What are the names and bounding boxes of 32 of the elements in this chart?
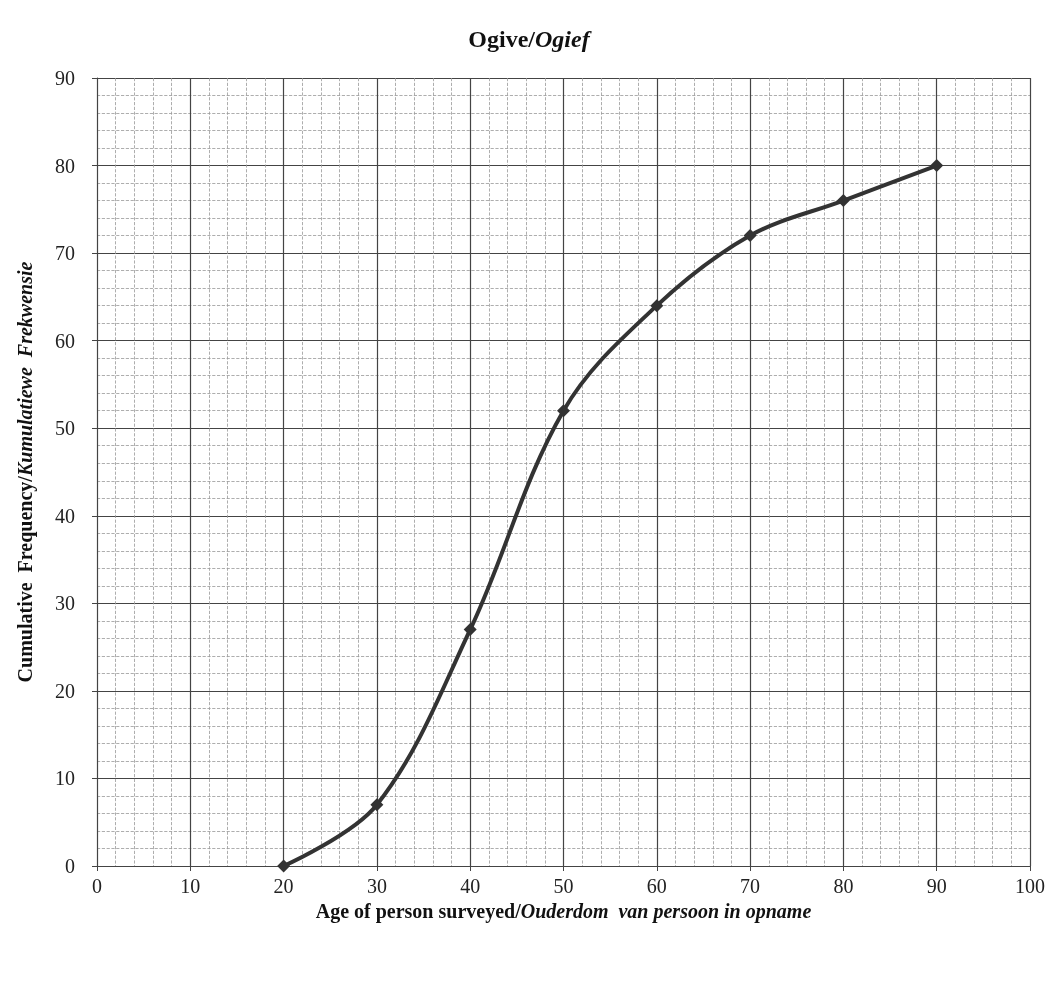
- y-tick-label: 80: [55, 154, 75, 177]
- y-tick-label: 10: [55, 767, 75, 790]
- point: [836, 194, 850, 208]
- point: [930, 159, 944, 173]
- x-tick-label: 100: [1015, 875, 1045, 897]
- x-tick-label: 30: [366, 875, 387, 897]
- y-tick-label: 30: [55, 592, 75, 615]
- y-tick-label: 20: [55, 679, 75, 702]
- x-tick-label: 10: [180, 875, 201, 897]
- point: [463, 623, 477, 637]
- point: [650, 299, 664, 313]
- x-tick-label: 80: [833, 875, 854, 897]
- chart-title: Ogive/Ogief: [468, 26, 592, 52]
- point: [370, 798, 384, 812]
- point: [277, 859, 291, 873]
- y-tick-label: 50: [55, 417, 75, 440]
- y-tick-label: 0: [65, 855, 75, 877]
- x-tick-label: 20: [273, 875, 294, 897]
- y-tick-label: 70: [55, 242, 75, 265]
- y-tick-label: 60: [55, 329, 75, 352]
- x-tick-label: 70: [740, 875, 761, 897]
- x-tick-label: 0: [92, 875, 102, 897]
- x-tick-label: 40: [460, 875, 481, 897]
- y-axis-title: Cumulative Frequency/Kumulatiewe Frekwensie: [14, 261, 37, 683]
- x-tick-label: 90: [926, 875, 947, 897]
- x-axis-title: Age of person surveyed/Ouderdom van persoon in opname: [315, 899, 812, 923]
- x-tick-label: 60: [646, 875, 667, 897]
- y-tick-label: 40: [55, 504, 75, 527]
- point: [743, 229, 757, 243]
- x-tick-label: 50: [553, 875, 574, 897]
- point: [557, 404, 570, 418]
- y-tick-label: 90: [55, 67, 75, 89]
